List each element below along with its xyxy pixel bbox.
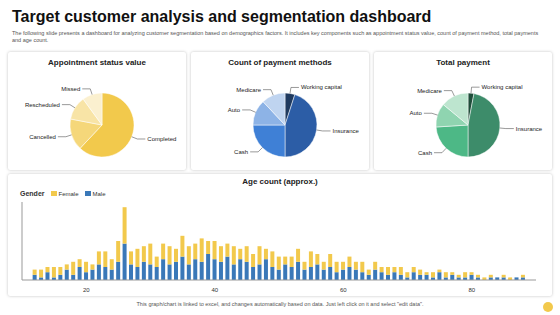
svg-text:80: 80 — [468, 287, 475, 293]
html-text:Target customer analysis and s: Target customer analysis and segmentatio… — [12, 8, 432, 25]
svg-text:20: 20 — [83, 287, 90, 293]
html-text:Gender: Gender — [20, 190, 45, 197]
svg-text:Rescheduled: Rescheduled — [25, 102, 60, 108]
svg-text:Cash: Cash — [418, 150, 432, 156]
svg-text:Missed: Missed — [61, 86, 80, 92]
svg-text:Cancelled: Cancelled — [29, 134, 56, 140]
svg-text:Insurance: Insurance — [333, 128, 360, 134]
svg-text:Medicare: Medicare — [417, 88, 442, 94]
svg-text:Auto: Auto — [228, 107, 241, 113]
svg-text:Working capital: Working capital — [482, 84, 523, 90]
svg-text:Medicare: Medicare — [236, 87, 261, 93]
html-text:Appointment status value: Appointment status value — [48, 58, 146, 67]
html-text:Total payment: Total payment — [436, 58, 490, 67]
svg-text:Completed: Completed — [147, 136, 176, 142]
html-text:The following slide presents a: The following slide presents a dashboard… — [12, 30, 539, 43]
svg-text:40: 40 — [211, 287, 218, 293]
html-text:Male: Male — [92, 190, 106, 197]
html-text:Count of payment methods: Count of payment methods — [228, 58, 332, 67]
html-text:Age count (approx.): Age count (approx.) — [242, 177, 318, 186]
html-text:Female: Female — [58, 190, 79, 197]
html-text:This graph/chart is linked to: This graph/chart is linked to excel, and… — [136, 301, 424, 307]
svg-text:Auto: Auto — [410, 110, 423, 116]
svg-text:Cash: Cash — [234, 149, 248, 155]
svg-text:60: 60 — [340, 287, 347, 293]
svg-text:Working capital: Working capital — [301, 84, 342, 90]
svg-text:Insurance: Insurance — [516, 126, 543, 132]
